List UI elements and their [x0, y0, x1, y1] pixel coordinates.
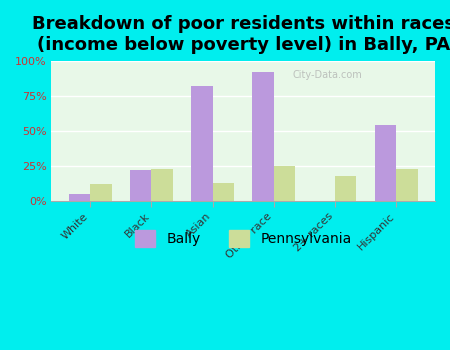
Bar: [191, 86, 213, 201]
Bar: [152, 169, 173, 201]
Bar: [130, 170, 152, 201]
Bar: [396, 169, 418, 201]
Title: Breakdown of poor residents within races
(income below poverty level) in Bally, : Breakdown of poor residents within races…: [32, 15, 450, 54]
Bar: [90, 184, 112, 201]
Bar: [69, 194, 90, 201]
Bar: [375, 125, 396, 201]
Text: City-Data.com: City-Data.com: [293, 70, 363, 80]
Bar: [335, 176, 356, 201]
Bar: [274, 166, 295, 201]
Bar: [252, 72, 274, 201]
Legend: Bally, Pennsylvania: Bally, Pennsylvania: [129, 224, 357, 253]
Bar: [213, 183, 234, 201]
